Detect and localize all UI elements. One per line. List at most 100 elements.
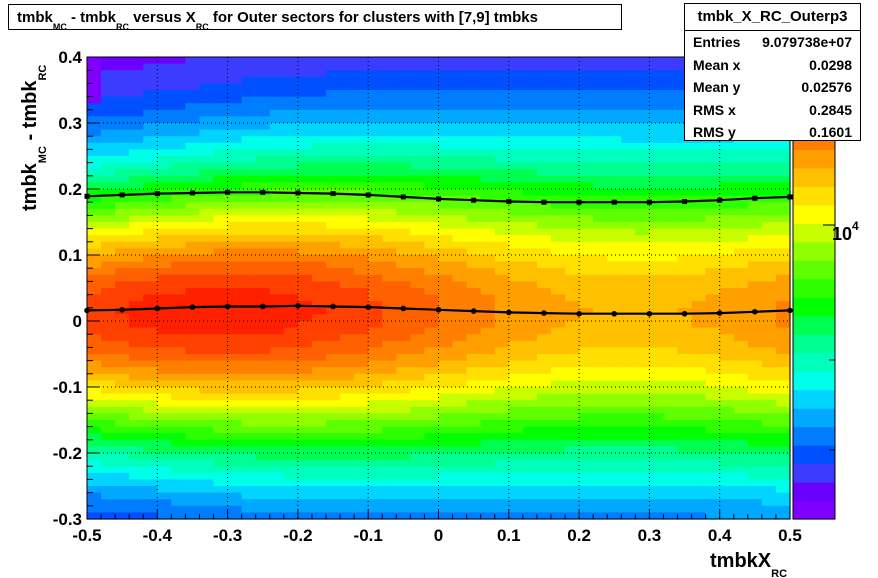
heatmap-cell (522, 340, 538, 348)
heatmap-cell (269, 380, 285, 388)
heatmap-cell (747, 360, 763, 368)
heatmap-cell (368, 327, 383, 335)
heatmap-cell (87, 96, 102, 104)
heatmap-cell (368, 281, 383, 289)
heatmap-cell (354, 63, 369, 71)
heatmap-cell (171, 314, 187, 322)
heatmap-cell (424, 162, 440, 170)
heatmap-cell (663, 505, 679, 513)
heatmap-cell (508, 215, 524, 223)
heatmap-cell (607, 241, 622, 249)
heatmap-cell (255, 142, 271, 150)
heatmap-cell (621, 327, 636, 335)
heatmap-cell (494, 459, 510, 467)
heatmap-cell (691, 156, 707, 164)
heatmap-cell (396, 288, 411, 296)
heatmap-cell (213, 142, 229, 150)
heatmap-cell (649, 63, 665, 71)
heatmap-cell (185, 136, 201, 144)
heatmap-cell (536, 149, 552, 157)
heatmap-cell (705, 406, 721, 414)
heatmap-cell (663, 189, 679, 197)
heatmap-cell (143, 340, 158, 348)
heatmap-cell (368, 235, 383, 243)
heatmap-cell (241, 255, 257, 263)
heatmap-cell (129, 360, 144, 368)
heatmap-cell (775, 387, 791, 395)
heatmap-cell (311, 162, 327, 170)
heatmap-cell (227, 83, 243, 91)
heatmap-cell (283, 321, 299, 329)
heatmap-cell (733, 208, 749, 216)
heatmap-cell (550, 433, 566, 441)
heatmap-cell (621, 367, 636, 375)
heatmap-cell (579, 83, 594, 91)
heatmap-cell (438, 387, 454, 395)
heatmap-cell (283, 281, 299, 289)
heatmap-cell (410, 268, 426, 276)
heatmap-cell (340, 499, 355, 507)
heatmap-cell (255, 222, 271, 230)
heatmap-cell (579, 208, 594, 216)
heatmap-cell (255, 433, 271, 441)
heatmap-cell (747, 149, 763, 157)
heatmap-cell (326, 413, 341, 421)
heatmap-cell (494, 406, 510, 414)
mean-profile-point (259, 303, 266, 310)
heatmap-cell (354, 466, 369, 474)
heatmap-cell (565, 505, 580, 513)
heatmap-cell (677, 479, 693, 487)
heatmap-cell (424, 116, 440, 124)
heatmap-cell (87, 228, 102, 236)
heatmap-cell (635, 340, 650, 348)
heatmap-cell (326, 83, 341, 91)
heatmap-cell (677, 162, 693, 170)
heatmap-cell (775, 472, 791, 480)
heatmap-cell (311, 479, 327, 487)
heatmap-cell (663, 307, 679, 315)
heatmap-cell (579, 142, 594, 150)
heatmap-cell (101, 169, 116, 177)
heatmap-cell (691, 466, 707, 474)
heatmap-cell (340, 453, 355, 461)
heatmap-cell (719, 182, 735, 190)
heatmap-cell (241, 142, 257, 150)
heatmap-cell (607, 123, 622, 131)
heatmap-cell (508, 208, 524, 216)
heatmap-cell (396, 142, 411, 150)
heatmap-cell (522, 116, 538, 124)
heatmap-cell (87, 274, 102, 282)
heatmap-cell (761, 426, 777, 434)
heatmap-cell (466, 340, 482, 348)
heatmap-cell (733, 512, 749, 520)
heatmap-cell (227, 76, 243, 84)
heatmap-cell (171, 274, 187, 282)
heatmap-cell (747, 459, 763, 467)
heatmap-cell (382, 129, 397, 137)
heatmap-cell (677, 248, 693, 256)
heatmap-cell (283, 228, 299, 236)
heatmap-cell (297, 175, 313, 183)
heatmap-cell (719, 149, 735, 157)
heatmap-cell (452, 182, 468, 190)
heatmap-cell (550, 57, 566, 65)
heatmap-cell (340, 459, 355, 467)
heatmap-cell (171, 453, 187, 461)
heatmap-cell (199, 274, 215, 282)
heatmap-cell (424, 505, 440, 513)
sigma-profile-point (154, 191, 160, 197)
heatmap-cell (129, 492, 144, 500)
heatmap-cell (508, 512, 524, 520)
heatmap-cell (199, 314, 215, 322)
heatmap-cell (340, 393, 355, 401)
heatmap-cell (297, 123, 313, 131)
heatmap-cell (621, 420, 636, 428)
heatmap-cell (508, 235, 524, 243)
heatmap-cell (494, 83, 510, 91)
heatmap-cell (649, 327, 665, 335)
heatmap-cell (283, 142, 299, 150)
heatmap-cell (536, 255, 552, 263)
heatmap-cell (283, 215, 299, 223)
heatmap-cell (297, 96, 313, 104)
heatmap-cell (354, 228, 369, 236)
